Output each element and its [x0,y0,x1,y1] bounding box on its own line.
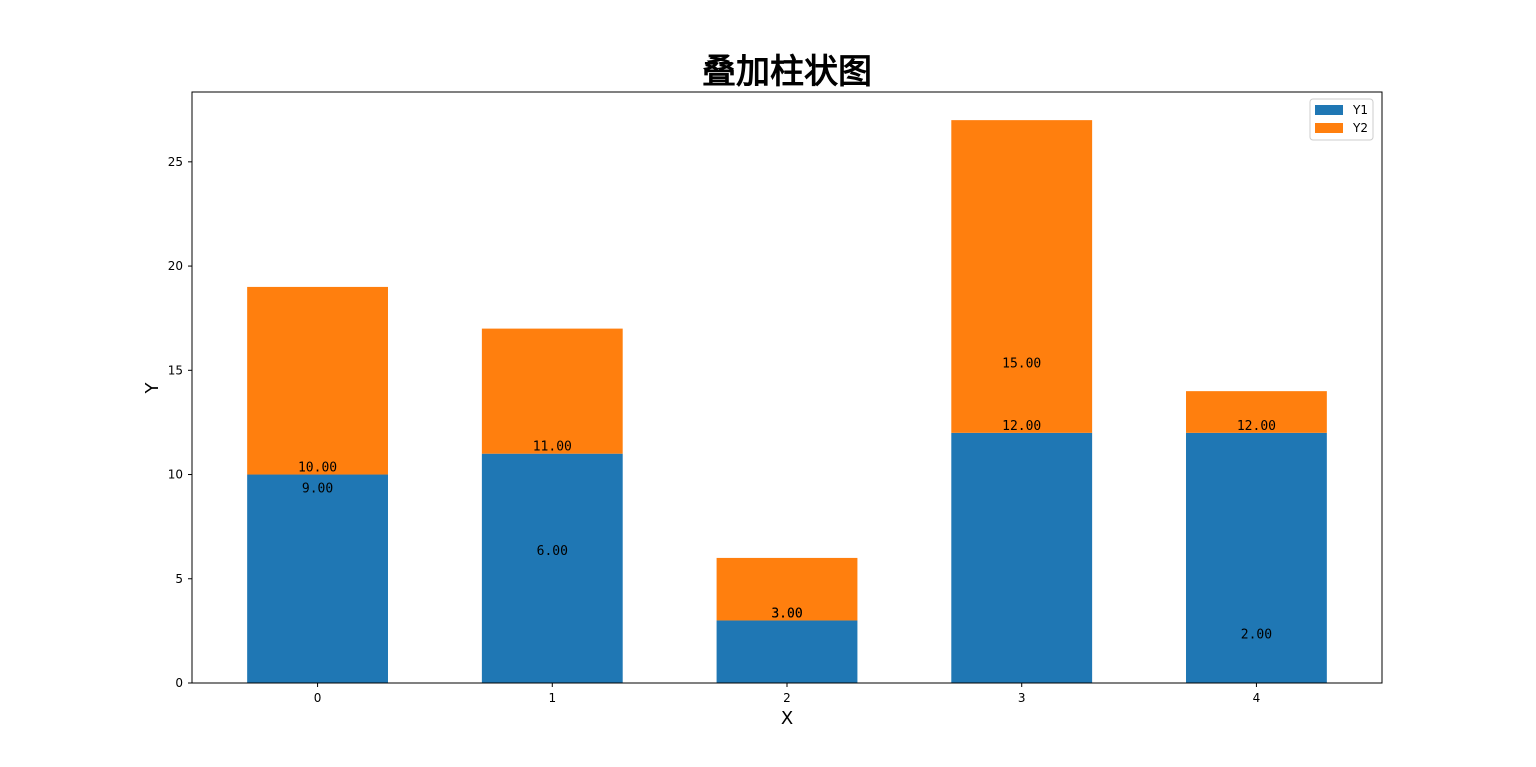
data-labels-layer: 10.009.0011.006.003.003.0012.0015.0012.0… [298,356,1276,642]
data-label: 6.00 [537,544,568,559]
legend-label-y2: Y2 [1352,121,1368,135]
legend-label-y1: Y1 [1352,103,1368,117]
data-label: 15.00 [1002,356,1041,371]
bar-y2-2 [716,557,858,621]
y-axis-label: Y [142,382,163,395]
x-tick-label: 0 [314,691,322,705]
bar-y1-0 [247,474,388,683]
bar-y1-1 [481,453,623,683]
x-tick-label: 2 [783,691,791,705]
bar-y1-2 [716,620,858,683]
bar-y2-4 [1186,391,1327,433]
data-label: 10.00 [298,461,337,476]
y-tick-label: 20 [168,259,183,273]
y-tick-label: 25 [168,155,183,169]
bars-layer [247,120,1327,683]
legend-swatch-y1 [1315,105,1343,115]
data-label: 3.00 [771,606,802,621]
bar-y1-3 [951,432,1093,683]
data-label: 9.00 [302,481,333,496]
y-tick-label: 0 [175,676,183,690]
data-label: 11.00 [533,440,572,455]
bar-y1-4 [1186,432,1327,683]
legend-swatch-y2 [1315,123,1343,133]
x-tick-label: 1 [548,691,556,705]
y-tick-label: 10 [168,468,183,482]
x-tick-label: 3 [1018,691,1026,705]
data-label: 3.00 [771,606,802,621]
x-axis-ticks: 0 1 2 3 4 [314,683,1260,705]
x-tick-label: 4 [1253,691,1261,705]
y-tick-label: 15 [168,363,183,377]
y-axis-ticks: 0 5 10 15 20 25 [168,155,192,690]
y-tick-label: 5 [175,572,183,586]
bar-y2-3 [951,120,1093,433]
chart-title: 叠加柱状图 [702,52,872,92]
data-label: 2.00 [1241,627,1272,642]
x-axis-label: X [781,708,793,729]
bar-y2-1 [481,328,623,454]
data-label: 12.00 [1237,419,1276,434]
bar-y2-0 [247,286,388,475]
data-label: 12.00 [1002,419,1041,434]
